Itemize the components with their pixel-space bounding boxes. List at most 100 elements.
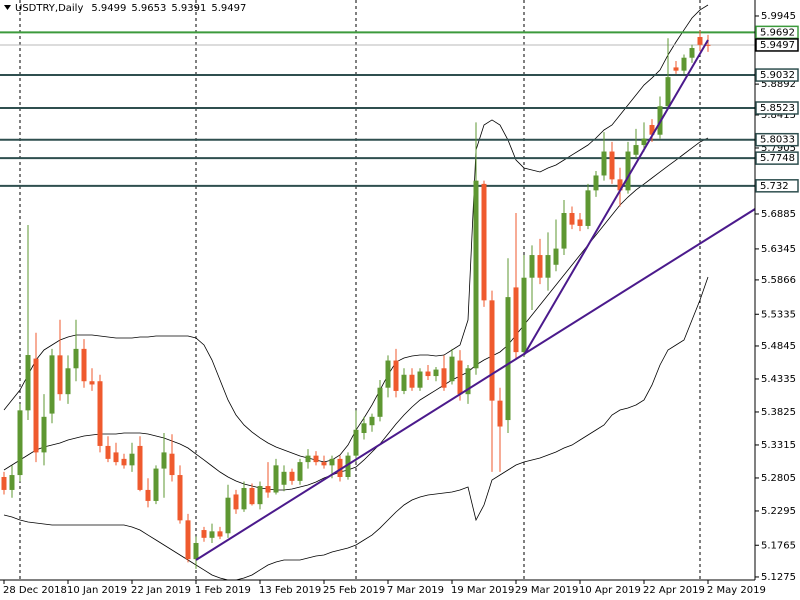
candle-body — [73, 348, 79, 369]
candle-body — [353, 429, 359, 456]
axes: 5.9945 5.8892 5.8415 5.7905 5.6885 5.6345 5.58… — [3, 11, 799, 596]
candle-body — [649, 125, 655, 135]
menu-triangle — [4, 5, 11, 10]
candle-body — [681, 57, 687, 71]
y-tick-label: 5.5866 — [761, 275, 796, 286]
candle-body — [41, 416, 47, 453]
candle-body — [225, 497, 231, 534]
header-close: 5.9497 — [211, 3, 246, 14]
y-tick-label: 5.8415 — [761, 110, 796, 121]
x-tick-label: 25 Feb 2019 — [323, 585, 385, 596]
candle-body — [153, 468, 159, 501]
candle-body — [673, 67, 679, 71]
candle-body — [273, 465, 279, 493]
x-tick-label: 7 Mar 2019 — [387, 585, 444, 596]
x-tick-label: 2 May 2019 — [707, 585, 766, 596]
candle-body — [553, 248, 559, 265]
candle-body — [257, 486, 263, 505]
candle-body — [113, 452, 119, 463]
x-tick-label: 22 Apr 2019 — [643, 585, 705, 596]
candle-body — [689, 48, 695, 58]
candle-body — [369, 416, 375, 426]
candle-body — [457, 360, 463, 395]
candle-body — [537, 255, 543, 278]
price-label-box — [755, 38, 799, 52]
y-tick-label: 5.3825 — [761, 407, 796, 418]
level-label: 5.8033 — [760, 135, 795, 146]
header-low: 5.9391 — [171, 3, 206, 14]
level-label-box — [755, 132, 799, 147]
candle-body — [305, 455, 311, 463]
candle-body — [473, 180, 479, 369]
candle-body — [249, 487, 255, 505]
price-label: 5.9497 — [760, 40, 795, 51]
header-high: 5.9653 — [131, 3, 166, 14]
symbol-title: USDTRY,Daily — [15, 3, 83, 14]
candle-body — [449, 356, 455, 382]
level-label: 5.9692 — [760, 27, 795, 38]
candle-body — [465, 368, 471, 395]
level-label-box — [755, 68, 799, 82]
candle-body — [633, 145, 639, 155]
candle-body — [65, 368, 71, 395]
candle-body — [233, 494, 239, 510]
y-tick-label: 5.7905 — [761, 143, 796, 154]
candle-body — [193, 542, 199, 560]
candle-body — [313, 455, 319, 463]
candle-body — [145, 489, 151, 501]
candle-body — [561, 213, 567, 249]
candle-body — [489, 300, 495, 401]
candle-body — [441, 368, 447, 388]
candle-body — [161, 452, 167, 469]
candle-body — [169, 453, 175, 476]
y-tick-label: 5.9945 — [761, 11, 796, 22]
candle-body — [89, 381, 95, 385]
candle-body — [361, 423, 367, 433]
x-tick-label: 19 Mar 2019 — [451, 585, 514, 596]
level-label: 5.7748 — [760, 153, 795, 164]
candle-body — [697, 37, 703, 45]
candle-body — [1, 476, 7, 490]
level-label: 5.9032 — [760, 70, 795, 81]
candle-body — [545, 255, 551, 278]
x-tick-label: 22 Jan 2019 — [131, 585, 191, 596]
candle-body — [209, 531, 215, 538]
candle-body — [105, 445, 111, 459]
y-tick-label: 5.6885 — [761, 209, 796, 220]
y-tick-label: 5.3315 — [761, 440, 796, 451]
candle-body — [529, 255, 535, 278]
y-tick-label: 5.2295 — [761, 506, 796, 517]
candle-body — [289, 471, 295, 481]
candle-body — [481, 183, 487, 301]
candle-body — [593, 175, 599, 191]
x-tick-label: 13 Feb 2019 — [259, 585, 321, 596]
y-tick-label: 5.1765 — [761, 540, 796, 551]
candle-body — [17, 410, 23, 476]
y-tick-label: 5.5335 — [761, 309, 796, 320]
x-tick-label: 10 Jan 2019 — [67, 585, 127, 596]
header-open: 5.9499 — [91, 3, 126, 14]
x-tick-label: 29 Mar 2019 — [515, 585, 578, 596]
y-tick-label: 5.4335 — [761, 374, 796, 385]
plot-area — [0, 0, 755, 580]
candle-body — [609, 151, 615, 180]
candle-body — [9, 475, 15, 490]
candle-body — [385, 360, 391, 388]
candle-body — [665, 77, 671, 107]
candle-body — [265, 486, 271, 493]
candle-body — [345, 455, 351, 477]
level-label-box — [755, 151, 799, 165]
candle-body — [569, 213, 575, 225]
band-line — [3, 276, 709, 580]
level-label-box — [755, 101, 799, 115]
candle-body — [25, 355, 31, 411]
candle-body — [577, 219, 583, 226]
candle-body — [33, 358, 39, 453]
candle-body — [137, 445, 143, 490]
candle-body — [281, 471, 287, 485]
candle-body — [217, 531, 223, 537]
trendline — [523, 39, 709, 356]
header: USDTRY,Daily 5.9499 5.9653 5.9391 5.9497 — [4, 3, 246, 14]
